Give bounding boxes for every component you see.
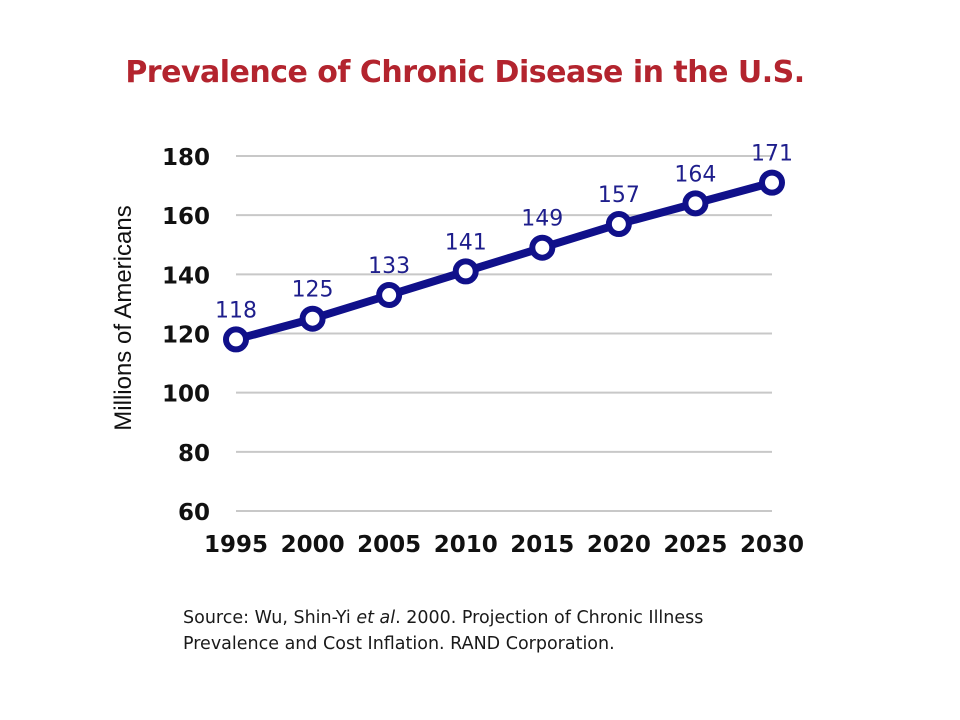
x-tick-label: 1995 [204,532,268,558]
data-point-marker [529,234,556,261]
x-tick-label: 2000 [281,532,345,558]
y-axis-ticks: 60 80 100 120 140 160 180 [162,145,210,526]
source-prefix: Source: Wu, Shin-Yi [183,608,357,628]
x-tick-label: 2005 [357,532,421,558]
chart-title: Prevalence of Chronic Disease in the U.S… [125,55,805,90]
series-line-group [223,169,785,353]
data-label: 133 [368,254,410,279]
x-tick-label: 2010 [434,532,498,558]
x-tick-label: 2025 [663,532,727,558]
source-line-2: Prevalence and Cost Inflation. RAND Corp… [183,634,615,654]
data-labels: 118 125 133 141 149 157 164 171 [215,142,793,324]
y-axis-label: Millions of Americans [110,205,137,430]
data-label: 141 [445,230,487,255]
y-tick-label: 120 [162,323,210,349]
data-label: 157 [598,183,640,208]
data-point-marker [376,282,403,309]
gridlines [236,155,772,512]
x-axis-ticks: 1995 2000 2005 2010 2015 2020 2025 2030 [204,532,804,558]
x-tick-label: 2030 [740,532,804,558]
data-point-marker [682,190,709,217]
y-tick-label: 80 [178,441,210,467]
data-point-marker [223,326,249,353]
data-label: 171 [751,142,793,167]
y-tick-label: 160 [162,204,210,230]
data-point-marker [605,211,632,238]
data-point-marker [759,169,785,196]
x-tick-label: 2020 [587,532,651,558]
y-tick-label: 140 [162,263,210,289]
data-label: 125 [292,278,334,303]
data-point-marker [452,258,479,285]
data-label: 149 [521,207,563,232]
y-tick-label: 180 [162,145,210,171]
source-line-1: Source: Wu, Shin-Yi et al. 2000. Project… [183,605,883,631]
data-label: 118 [215,298,257,323]
x-tick-label: 2015 [510,532,574,558]
data-point-marker [299,305,326,332]
source-citation: Source: Wu, Shin-Yi et al. 2000. Project… [183,605,883,657]
series-line [232,178,776,344]
source-suffix: . 2000. Projection of Chronic Illness [395,608,704,628]
y-tick-label: 100 [162,382,210,408]
data-label: 164 [674,162,716,187]
y-tick-label: 60 [178,500,210,526]
source-et-al: et al [356,608,396,628]
